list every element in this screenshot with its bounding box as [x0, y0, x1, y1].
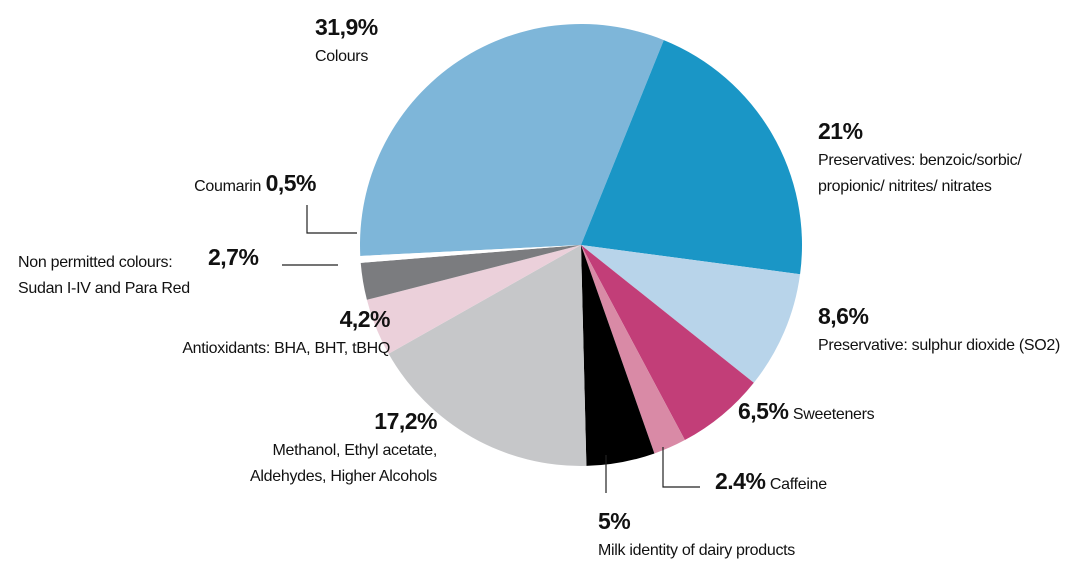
value-label: 8,6% — [818, 303, 869, 329]
value-label: 2,7% — [208, 244, 259, 270]
category-label: Caffeine — [769, 476, 827, 493]
value-label: 31,9% — [315, 14, 378, 40]
pie-slice — [360, 245, 581, 300]
leader-line — [306, 205, 357, 234]
category-label: Milk identity of dairy products — [598, 542, 796, 559]
slice-label: 21% Preservatives: benzoic/sorbic/ propio… — [818, 118, 1022, 200]
slice-label: 5% Milk identity of dairy products — [598, 508, 795, 564]
category-label: Coumarin — [194, 178, 262, 195]
slice-label: 17,2% Methanol, Ethyl acetate, Aldehydes,… — [250, 408, 437, 490]
slice-label: 2.4% Caffeine — [715, 468, 827, 498]
category-label: Methanol, Ethyl acetate, Aldehydes, High… — [250, 442, 437, 485]
pie-slice — [581, 40, 802, 275]
pie-slice — [360, 23, 664, 256]
slice-label: Coumarin 0,5% — [194, 170, 316, 200]
pie-slice — [581, 245, 685, 454]
value-label: 17,2% — [374, 408, 437, 434]
slice-label: 31,9% Colours — [315, 14, 378, 70]
value-label: 4,2% — [339, 306, 391, 332]
pie-slice — [366, 245, 581, 354]
category-label: Preservative: sulphur dioxide (SO2) — [818, 337, 1061, 354]
category-label: Colours — [315, 48, 369, 65]
slice-label: 6,5% Sweeteners — [738, 398, 875, 428]
leader-line — [662, 447, 700, 488]
slice-label: 8,6% Preservative: sulphur dioxide (SO2) — [818, 303, 1060, 359]
category-label: Preservatives: benzoic/sorbic/ propionic… — [818, 152, 1022, 195]
value-label: 2.4% — [715, 468, 766, 494]
value-label: 0,5% — [265, 170, 317, 196]
pie-slice — [360, 245, 581, 263]
slice-label: 4,2% Antioxidants: BHA, BHT, tBHQ — [182, 306, 390, 362]
pie-slice — [581, 245, 655, 466]
value-label: 6,5% — [738, 398, 789, 424]
slice-label: 2,7% — [208, 244, 259, 274]
category-label: Sweeteners — [792, 406, 875, 423]
pie-slice — [581, 245, 754, 441]
pie-slice — [388, 245, 587, 466]
pie-slice — [581, 245, 801, 383]
category-label: Antioxidants: BHA, BHT, tBHQ — [182, 340, 390, 357]
value-label: 21% — [818, 118, 863, 144]
value-label: 5% — [598, 508, 631, 534]
slice-label: Non permitted colours: Sudan I-IV and Pa… — [18, 250, 190, 302]
category-label: Non permitted colours: Sudan I-IV and Pa… — [18, 254, 190, 297]
